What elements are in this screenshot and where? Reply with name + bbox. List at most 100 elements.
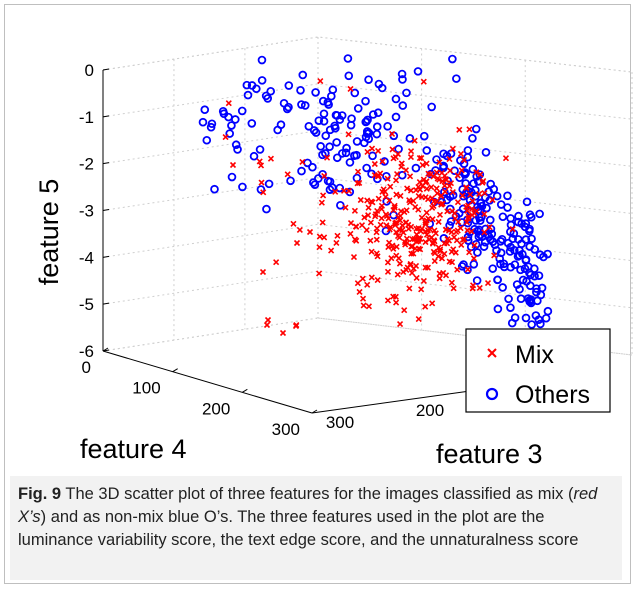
others-point	[319, 109, 329, 119]
others-point	[439, 149, 448, 159]
others-point	[343, 54, 353, 63]
figure-caption: Fig. 9 The 3D scatter plot of three feat…	[18, 483, 618, 552]
mix-point	[457, 150, 464, 158]
y-tick-label: 300	[326, 413, 354, 432]
mix-point	[391, 202, 398, 209]
others-point	[505, 247, 515, 256]
mix-point	[412, 204, 419, 211]
mix-point	[448, 279, 455, 286]
mix-point	[353, 237, 360, 244]
mix-point	[316, 244, 323, 251]
others-point	[432, 155, 441, 164]
mix-point	[454, 266, 461, 273]
others-point	[391, 94, 401, 104]
others-point	[383, 122, 392, 131]
mix-point	[509, 226, 516, 233]
mix-point	[410, 250, 417, 257]
mix-point	[359, 295, 367, 302]
others-point	[496, 259, 505, 269]
others-point	[522, 197, 532, 207]
others-point	[328, 85, 338, 95]
mix-point	[316, 270, 323, 277]
others-point	[527, 212, 536, 222]
others-point	[347, 114, 356, 123]
others-point	[530, 271, 539, 281]
z-tick-label: -3	[79, 202, 94, 221]
others-point	[336, 200, 345, 210]
others-point	[230, 115, 240, 124]
mix-point	[477, 171, 484, 178]
others-point	[422, 146, 432, 155]
mix-point	[450, 246, 457, 253]
others-point	[352, 137, 362, 146]
axes	[102, 68, 471, 414]
mix-point	[321, 234, 328, 241]
mix-point	[393, 229, 400, 236]
mix-point	[352, 223, 359, 230]
others-point	[532, 287, 541, 297]
others-point	[344, 71, 354, 81]
mix-point	[423, 231, 431, 238]
others-point	[448, 54, 457, 64]
mix-point	[384, 268, 392, 275]
others-point	[308, 162, 317, 172]
mix-point	[423, 160, 430, 167]
mix-point	[318, 199, 325, 206]
mix-point	[425, 215, 432, 222]
others-point	[439, 161, 448, 171]
mix-point	[373, 250, 380, 257]
others-point	[210, 184, 219, 194]
z-tick-label: -6	[79, 342, 94, 361]
mix-point	[382, 193, 389, 200]
mix-point	[458, 167, 465, 174]
mix-point	[279, 329, 287, 337]
mix-point	[393, 191, 400, 198]
mix-point	[454, 172, 461, 179]
y-axis-label: feature 3	[436, 439, 543, 469]
caption-text-2: ) and as non-mix blue O’s. The three fea…	[18, 508, 579, 549]
mix-point	[437, 248, 444, 255]
mix-point	[389, 130, 396, 138]
mix-point	[394, 271, 401, 278]
mix-point	[225, 100, 232, 107]
mix-point	[386, 239, 393, 246]
mix-point	[466, 249, 473, 256]
mix-point	[375, 195, 382, 202]
others-point	[332, 138, 341, 147]
mix-point	[419, 161, 426, 169]
others-point	[345, 187, 355, 197]
others-point	[284, 81, 294, 90]
others-point	[473, 248, 482, 257]
mix-point	[436, 275, 443, 282]
mix-point	[476, 284, 483, 291]
mix-point	[429, 204, 436, 211]
others-point	[311, 88, 320, 97]
mix-point	[408, 223, 415, 230]
mix-point	[408, 269, 416, 277]
mix-point	[446, 156, 453, 163]
others-point	[481, 148, 491, 157]
others-point	[508, 234, 518, 244]
mix-point	[392, 293, 399, 300]
others-point	[264, 179, 274, 189]
others-point	[225, 129, 235, 138]
mix-point	[397, 192, 404, 199]
mix-point	[476, 190, 483, 198]
mix-point	[257, 162, 265, 169]
others-point	[537, 283, 547, 293]
others-point	[391, 112, 401, 122]
others-point	[198, 117, 208, 127]
mix-point	[441, 172, 448, 179]
mix-point	[430, 198, 438, 205]
others-point	[372, 129, 382, 139]
others-point	[309, 178, 318, 187]
mix-point	[374, 276, 381, 284]
mix-point	[436, 211, 444, 218]
others-point	[463, 265, 472, 275]
others-point	[364, 75, 373, 84]
others-point	[202, 135, 212, 145]
others-point	[316, 142, 325, 151]
others-point	[398, 75, 407, 84]
others-point	[342, 143, 351, 153]
mix-point	[422, 194, 429, 201]
